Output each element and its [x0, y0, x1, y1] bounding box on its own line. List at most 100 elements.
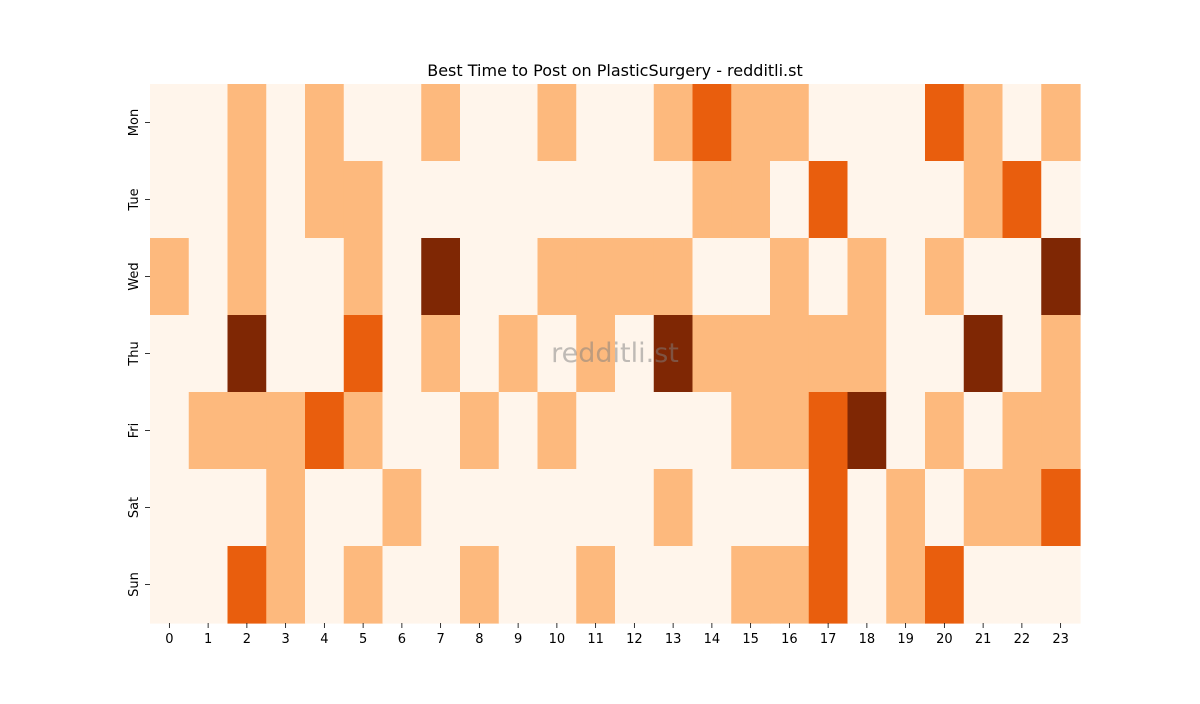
x-tick-label-10: 10 [549, 632, 566, 647]
heatmap-cell-wed-18 [847, 238, 887, 316]
heatmap-cell-thu-3 [266, 315, 306, 393]
heatmap-cell-wed-2 [227, 238, 267, 316]
heatmap-cell-wed-17 [808, 238, 849, 316]
heatmap-cell-fri-23 [1041, 392, 1081, 470]
x-tick-label-13: 13 [665, 632, 682, 647]
heatmap-cell-sat-6 [382, 469, 422, 547]
heatmap-cell-thu-4 [305, 315, 345, 393]
x-tick-label-18: 18 [859, 632, 876, 647]
heatmap-cell-fri-0 [150, 392, 190, 470]
heatmap-cell-sat-9 [498, 469, 539, 547]
heatmap-cell-tue-19 [886, 161, 926, 239]
heatmap-cell-tue-3 [266, 161, 306, 239]
heatmap-cell-mon-9 [498, 84, 539, 162]
y-tick-label-wed: Wed [127, 262, 142, 290]
heatmap-cell-wed-20 [925, 238, 965, 316]
heatmap-cell-tue-14 [692, 161, 732, 239]
heatmap-cell-mon-2 [227, 84, 267, 162]
heatmap-cell-sat-10 [537, 469, 577, 547]
y-tick-label-mon: Mon [127, 109, 142, 136]
heatmap-cell-sat-5 [343, 469, 384, 547]
heatmap-cell-tue-15 [731, 161, 771, 239]
x-tick-label-17: 17 [820, 632, 837, 647]
heatmap-cell-thu-15 [731, 315, 771, 393]
heatmap-cell-thu-14 [692, 315, 732, 393]
x-tick-label-8: 8 [475, 632, 483, 647]
heatmap-cell-mon-19 [886, 84, 926, 162]
y-tick-label-fri: Fri [127, 423, 142, 439]
heatmap-cell-sat-21 [963, 469, 1004, 547]
heatmap-cell-sat-18 [847, 469, 887, 547]
heatmap-cell-sun-1 [188, 546, 229, 624]
heatmap-cell-tue-21 [963, 161, 1004, 239]
x-tick-label-21: 21 [975, 632, 992, 647]
heatmap-cell-fri-12 [615, 392, 655, 470]
x-tick-label-2: 2 [243, 632, 251, 647]
heatmap-cell-thu-23 [1041, 315, 1081, 393]
heatmap-cell-fri-8 [460, 392, 500, 470]
heatmap-cell-fri-17 [808, 392, 849, 470]
heatmap-cell-mon-12 [615, 84, 655, 162]
heatmap-cell-thu-13 [653, 315, 694, 393]
heatmap-cell-thu-11 [576, 315, 616, 393]
heatmap-cell-thu-5 [343, 315, 384, 393]
heatmap-cell-sun-10 [537, 546, 577, 624]
heatmap-cell-mon-10 [537, 84, 577, 162]
heatmap-cell-wed-7 [421, 238, 461, 316]
heatmap-cell-wed-9 [498, 238, 539, 316]
heatmap-cell-fri-3 [266, 392, 306, 470]
heatmap-cell-fri-7 [421, 392, 461, 470]
heatmap-cell-sat-16 [770, 469, 810, 547]
heatmap-cell-thu-22 [1002, 315, 1042, 393]
heatmap-cell-sat-14 [692, 469, 732, 547]
heatmap-cell-sun-0 [150, 546, 190, 624]
heatmap-cell-mon-21 [963, 84, 1004, 162]
heatmap-cell-mon-17 [808, 84, 849, 162]
heatmap-cell-sun-7 [421, 546, 461, 624]
heatmap-cell-thu-20 [925, 315, 965, 393]
heatmap-cell-sat-22 [1002, 469, 1042, 547]
heatmap-cell-wed-5 [343, 238, 384, 316]
heatmap-cell-fri-4 [305, 392, 345, 470]
heatmap-cell-sun-6 [382, 546, 422, 624]
heatmap-cell-wed-16 [770, 238, 810, 316]
x-tick-label-12: 12 [626, 632, 643, 647]
heatmap-cell-fri-15 [731, 392, 771, 470]
heatmap-cell-sun-4 [305, 546, 345, 624]
heatmap-cell-fri-11 [576, 392, 616, 470]
heatmap-cell-fri-13 [653, 392, 694, 470]
heatmap-cell-thu-10 [537, 315, 577, 393]
x-tick-label-9: 9 [514, 632, 522, 647]
heatmap-cell-mon-22 [1002, 84, 1042, 162]
heatmap-cell-thu-0 [150, 315, 190, 393]
heatmap-cell-tue-12 [615, 161, 655, 239]
heatmap-cell-fri-1 [188, 392, 229, 470]
heatmap-cell-tue-11 [576, 161, 616, 239]
heatmap-cell-wed-23 [1041, 238, 1081, 316]
y-axis: Mon Tue Wed Thu Fri Sat Sun [127, 109, 150, 597]
heatmap-cell-wed-3 [266, 238, 306, 316]
heatmap-cell-mon-7 [421, 84, 461, 162]
heatmap-cell-thu-9 [498, 315, 539, 393]
x-tick-label-16: 16 [781, 632, 798, 647]
heatmap-cell-fri-14 [692, 392, 732, 470]
heatmap-cell-sun-17 [808, 546, 849, 624]
heatmap-cell-sat-11 [576, 469, 616, 547]
x-tick-label-6: 6 [398, 632, 406, 647]
heatmap-cell-tue-22 [1002, 161, 1042, 239]
heatmap-cell-tue-4 [305, 161, 345, 239]
heatmap-cell-fri-22 [1002, 392, 1042, 470]
x-tick-label-23: 23 [1052, 632, 1069, 647]
heatmap-cell-fri-2 [227, 392, 267, 470]
heatmap-cell-sat-17 [808, 469, 849, 547]
heatmap-cell-sat-15 [731, 469, 771, 547]
heatmap-cell-thu-12 [615, 315, 655, 393]
heatmap-cell-sun-19 [886, 546, 926, 624]
heatmap-cell-sun-15 [731, 546, 771, 624]
heatmap-cell-sun-12 [615, 546, 655, 624]
x-tick-label-0: 0 [165, 632, 173, 647]
heatmap-cell-sun-3 [266, 546, 306, 624]
x-tick-label-7: 7 [436, 632, 444, 647]
